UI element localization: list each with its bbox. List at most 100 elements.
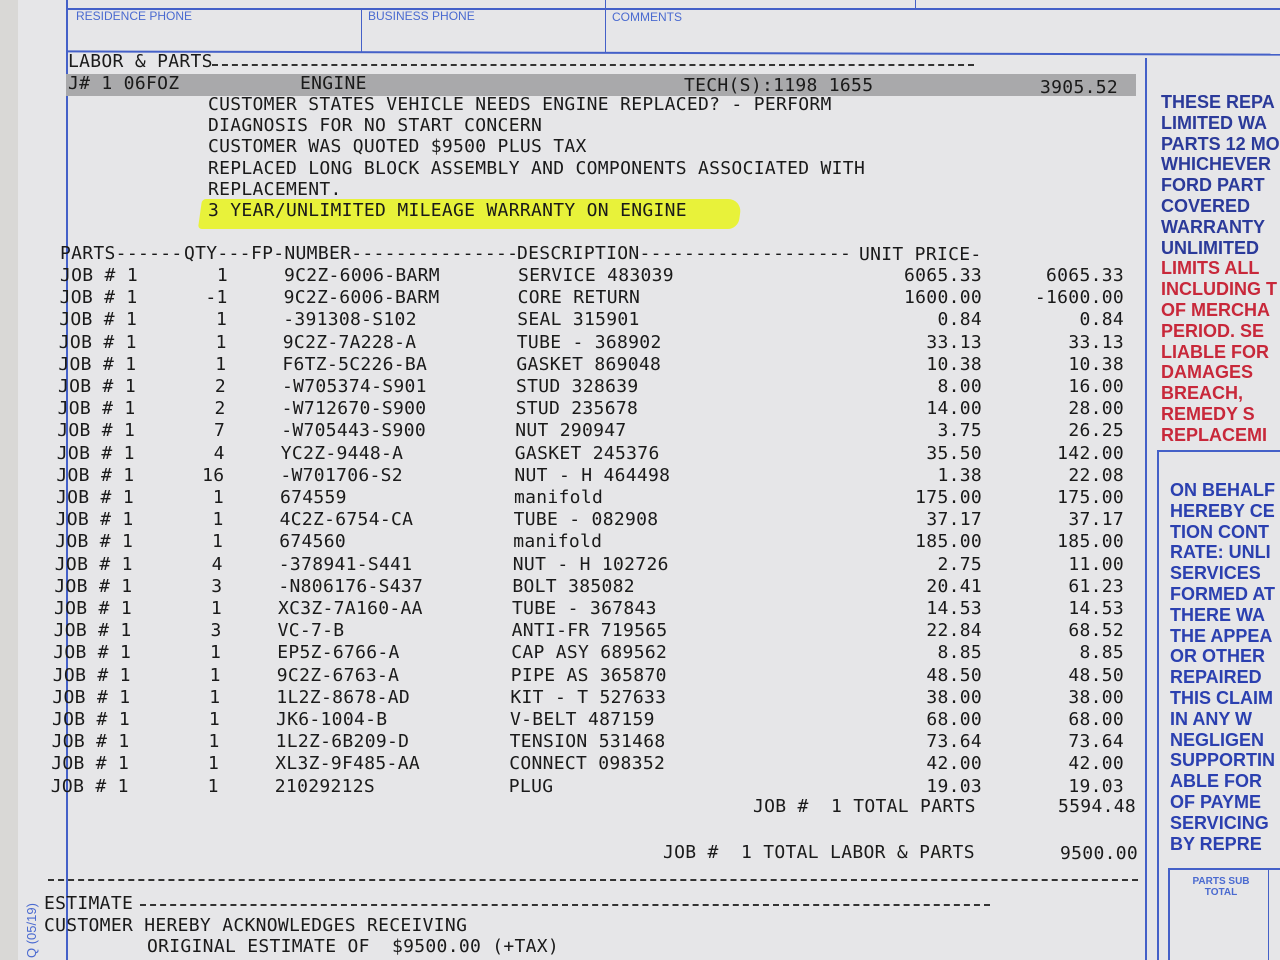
cell-qty: 1 — [208, 753, 220, 775]
cell-unit-price: 185.00 — [915, 531, 982, 553]
cell-job: JOB # 1 — [58, 331, 137, 353]
warranty-terms: THESE REPA LIMITED WA PARTS 12 MO WHICHEVER… — [1161, 92, 1280, 446]
table-row: JOB # 1 1 1L2Z-6B209-D TENSION 531468 73.64 7… — [0, 732, 1140, 754]
cell-total: 48.50 — [1068, 664, 1124, 686]
cell-job: JOB # 1 — [50, 775, 129, 797]
estimate-label: ESTIMATE — [44, 893, 134, 914]
certification-line: THERE WA — [1170, 604, 1266, 625]
cell-part-number: 674560 — [279, 531, 347, 553]
cell-job: JOB # 1 — [58, 353, 137, 375]
certification-line: OR OTHER — [1170, 646, 1266, 667]
cell-total: 22.08 — [1068, 464, 1124, 486]
cell-total: 16.00 — [1068, 376, 1124, 397]
job-amount: 3905.52 — [1040, 77, 1118, 98]
cell-qty: 16 — [202, 464, 225, 486]
form-code: Q (05/19) — [24, 903, 39, 958]
col-header-qty: QTY--- — [184, 243, 251, 264]
cell-part-number: 9C2Z-6763-A — [276, 664, 400, 686]
cell-unit-price: 68.00 — [926, 709, 982, 730]
cell-description: NUT - H 102726 — [512, 553, 669, 575]
cell-qty: -1 — [205, 287, 228, 309]
cell-description: NUT - H 464498 — [514, 464, 671, 486]
cell-total: -1600.00 — [1034, 287, 1124, 309]
cell-description: PIPE AS 365870 — [510, 664, 667, 686]
cell-qty: 1 — [212, 531, 224, 553]
cell-part-number: EP5Z-6766-A — [277, 642, 400, 664]
cell-qty: 3 — [210, 620, 222, 642]
cell-description: manifold — [513, 531, 603, 553]
form-line — [605, 0, 606, 52]
cell-part-number: 1L2Z-8678-AD — [276, 686, 411, 708]
certification-line: THE APPEA — [1170, 625, 1273, 646]
job-name: ENGINE — [300, 73, 367, 94]
cell-qty: 4 — [213, 442, 225, 464]
certification-line: SERVICES — [1170, 563, 1261, 584]
cell-unit-price: 22.84 — [926, 620, 982, 642]
table-row: JOB # 1 4 YC2Z-9448-A GASKET 245376 35.50 142… — [0, 442, 1140, 466]
cell-description: GASKET 245376 — [514, 442, 660, 464]
cell-qty: 3 — [211, 575, 223, 597]
warranty-line: WARRANTY — [1161, 216, 1265, 237]
cell-unit-price: 1600.00 — [904, 287, 982, 309]
certification-line: THIS CLAIM — [1170, 687, 1273, 708]
cell-part-number: -W705443-S900 — [281, 420, 426, 442]
cell-total: 42.00 — [1068, 753, 1124, 775]
cell-job: JOB # 1 — [56, 464, 135, 486]
job-header-bar — [66, 74, 1136, 96]
cell-unit-price: 19.03 — [926, 775, 982, 797]
cell-total: 73.64 — [1068, 731, 1124, 753]
table-row: JOB # 1 1 674560 manifold 185.00 185.00 — [0, 532, 1140, 554]
total-parts-label: JOB # 1 TOTAL PARTS — [753, 796, 976, 817]
table-row: JOB # 1 7 -W705443-S900 NUT 290947 3.75 26.25 — [0, 421, 1140, 443]
warranty-line-red: INCLUDING T — [1161, 279, 1277, 300]
cell-qty: 1 — [208, 731, 220, 753]
total-labor-parts-value: 9500.00 — [1060, 843, 1138, 864]
warranty-line-red: LIABLE FOR — [1161, 341, 1269, 362]
warranty-line-red: REMEDY S — [1161, 403, 1255, 424]
table-row: JOB # 1 16 -W701706-S2 NUT - H 464498 1.38 22… — [0, 464, 1140, 488]
cell-description: CORE RETURN — [517, 287, 641, 309]
cell-part-number: -391308-S102 — [283, 309, 417, 331]
warranty-line-red: DAMAGES — [1161, 362, 1254, 383]
certification-line: BY REPRE — [1170, 833, 1262, 854]
cell-description: KIT - T 527633 — [510, 686, 667, 708]
cell-unit-price: 73.64 — [926, 731, 982, 753]
side-border — [1268, 868, 1269, 960]
table-row: JOB # 1 1 4C2Z-6754-CA TUBE - 082908 37.17 37… — [0, 510, 1140, 532]
cell-job: JOB # 1 — [53, 620, 132, 642]
cell-job: JOB # 1 — [56, 442, 135, 464]
certification-line: OF PAYME — [1170, 791, 1262, 812]
certification-line: ON BEHALF — [1170, 480, 1275, 500]
cell-description: TUBE - 082908 — [513, 509, 659, 531]
cell-qty: 1 — [215, 353, 227, 375]
cell-description: BOLT 385082 — [512, 575, 635, 597]
cell-total: 68.00 — [1068, 709, 1124, 730]
cell-job: JOB # 1 — [54, 553, 133, 575]
cell-description: GASKET 869048 — [516, 353, 662, 375]
table-row: JOB # 1 1 9C2Z-7A228-A TUBE - 368902 33.13 33… — [0, 331, 1140, 355]
job-note-line: CUSTOMER WAS QUOTED $9500 PLUS TAX — [208, 136, 587, 158]
estimate-line-2: ORIGINAL ESTIMATE OF $9500.00 (+TAX) — [147, 936, 560, 957]
cell-qty: 1 — [210, 642, 222, 664]
comments-label: COMMENTS — [612, 10, 682, 24]
table-row: JOB # 1 3 VC-7-B ANTI-FR 719565 22.84 68.52 — [0, 621, 1140, 643]
form-line — [361, 8, 362, 52]
col-header-unit-price: UNIT PRICE- — [859, 244, 982, 265]
job-techs: TECH(S):1198 1655 — [684, 75, 874, 96]
cell-description: TUBE - 368902 — [516, 331, 662, 353]
cell-description: manifold — [514, 487, 604, 508]
cell-description: STUD 235678 — [515, 398, 639, 420]
certification-line: REPAIRED — [1170, 667, 1262, 688]
cell-total: 14.53 — [1068, 598, 1124, 619]
certification-line: TION CONT — [1170, 521, 1269, 542]
cell-description: SERVICE 483039 — [518, 265, 674, 286]
cell-unit-price: 35.50 — [926, 442, 982, 464]
cell-total: 0.84 — [1079, 309, 1124, 331]
side-border — [1168, 868, 1170, 960]
dashed-rule — [140, 904, 990, 906]
cell-total: 68.52 — [1068, 620, 1124, 642]
cell-job: JOB # 1 — [52, 664, 131, 686]
total-parts-value: 5594.48 — [1058, 796, 1136, 817]
cell-job: JOB # 1 — [54, 598, 132, 619]
cell-total: 37.17 — [1068, 509, 1124, 531]
